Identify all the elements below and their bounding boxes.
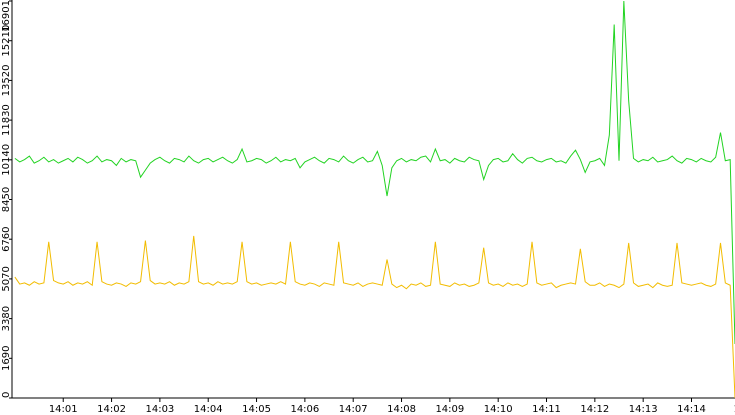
x-tick-label: 14:07 [339, 404, 368, 415]
y-tick-label: 11830 [1, 104, 12, 136]
y-tick-label: 3380 [1, 306, 12, 331]
x-tick-label: 14:08 [387, 404, 416, 415]
y-tick-label: 16901 [1, 0, 12, 32]
series-line [14, 0, 735, 344]
y-tick-label: 6760 [1, 226, 12, 251]
x-tick-label: 14:01 [49, 404, 78, 415]
y-tick-label: 1690 [1, 346, 12, 371]
x-tick-label: 14:06 [290, 404, 319, 415]
y-tick-label: 10140 [1, 144, 12, 176]
y-tick-label: 8450 [1, 187, 12, 212]
y-tick-label: 13520 [1, 65, 12, 97]
x-tick-label: 14:02 [97, 404, 126, 415]
y-tick-label: 0 [1, 392, 12, 398]
x-tick-label: 14:12 [580, 404, 609, 415]
y-tick-label: 5070 [1, 266, 12, 291]
y-tick-label: 15210 [1, 25, 12, 57]
x-tick-label: 14:13 [629, 404, 658, 415]
x-tick-label: 14:04 [194, 404, 223, 415]
x-tick-label: 14:03 [145, 404, 174, 415]
series-line [14, 235, 735, 399]
x-tick-label: 14:14 [677, 404, 706, 415]
x-tick-label: 14:10 [484, 404, 513, 415]
x-tick-label: 14:05 [242, 404, 271, 415]
x-tick-label: 14:11 [532, 404, 561, 415]
x-tick-label: 14:09 [435, 404, 464, 415]
x-tick-label: 14 [733, 404, 735, 415]
